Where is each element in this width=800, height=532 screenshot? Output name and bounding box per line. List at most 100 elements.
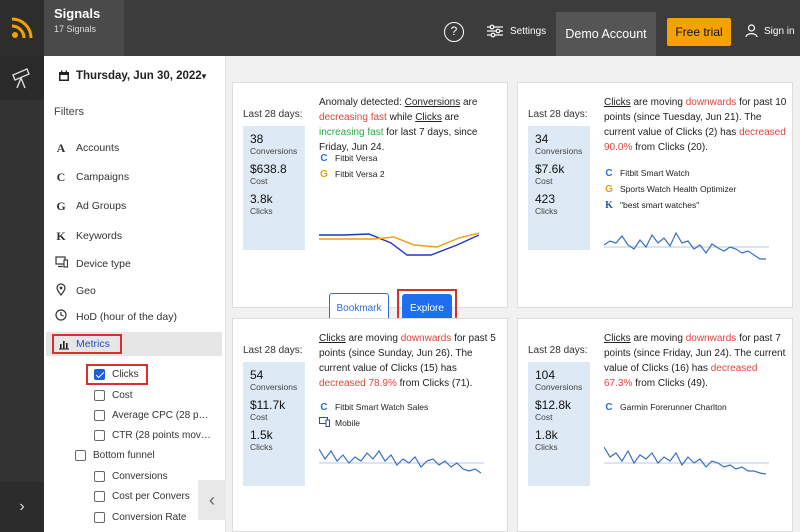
desc-text: from Clicks (49).	[632, 378, 708, 389]
trend-decrease: decreasing fast	[319, 112, 387, 123]
filter-device-type[interactable]: Device type	[54, 255, 131, 273]
filters-sidebar: Thursday, Jun 30, 2022 ▼ Filters A Accou…	[44, 56, 226, 532]
desc-text: are	[441, 112, 460, 123]
desc-text: for past 10 points (since Tuesday, Jun 2…	[604, 97, 787, 138]
collapse-sidebar-chevron-icon[interactable]: ‹	[198, 480, 226, 520]
filter-accounts[interactable]: A Accounts	[54, 139, 120, 157]
signal-card-clicks-1[interactable]: Last 28 days: 34 Conversions $7.6k Cost …	[517, 82, 793, 308]
sign-in-button[interactable]: Sign in	[745, 24, 795, 38]
clicks-sparkline	[604, 446, 769, 475]
metric-ctr[interactable]: CTR (28 points mov…	[94, 427, 211, 443]
stat-value: 3.8k	[250, 192, 273, 206]
stats-panel: Last 28 days: 54 Conversions $11.7k Cost…	[243, 345, 305, 486]
signal-description: Clicks are moving downwards for past 5 p…	[319, 331, 505, 391]
brand-panel[interactable]: Signals 17 Signals	[44, 0, 124, 56]
telescope-icon[interactable]	[0, 56, 44, 100]
checkbox-checked-icon[interactable]	[94, 368, 105, 380]
checkbox-icon[interactable]	[94, 409, 105, 421]
bar-chart-icon	[59, 340, 69, 349]
change-value: decreased 78.9%	[319, 378, 397, 389]
campaign-item[interactable]: C Fitbit Smart Watch	[604, 165, 736, 181]
campaign-item[interactable]: G Fitbit Versa 2	[319, 166, 385, 182]
metric-link[interactable]: Clicks	[415, 112, 442, 123]
explore-button[interactable]: Explore	[402, 294, 452, 322]
metric-clicks[interactable]: Clicks	[94, 366, 139, 382]
expand-rail-chevron-icon[interactable]: ›	[0, 482, 44, 532]
metric-cost[interactable]: Cost	[94, 387, 133, 403]
stat-label: Cost	[535, 412, 553, 422]
campaign-item[interactable]: Mobile	[319, 415, 428, 431]
app-title: Signals	[54, 6, 101, 21]
signal-card-clicks-3[interactable]: Last 28 days: 104 Conversions $12.8k Cos…	[517, 318, 793, 532]
checkbox-icon[interactable]	[75, 449, 86, 461]
checkbox-icon[interactable]	[94, 470, 105, 482]
campaign-icon: C	[320, 401, 328, 413]
desc-text: Anomaly detected:	[319, 97, 405, 108]
change-value: decreased 67.3%	[604, 363, 758, 389]
signal-card-clicks-2[interactable]: Last 28 days: 54 Conversions $11.7k Cost…	[232, 318, 508, 532]
filter-hod[interactable]: HoD (hour of the day)	[54, 308, 177, 326]
campaign-icon: C	[605, 401, 613, 413]
period-label: Last 28 days:	[528, 109, 588, 120]
metric-cost-per-conversion[interactable]: Cost per Convers	[94, 488, 190, 504]
checkbox-icon[interactable]	[94, 429, 105, 441]
date-picker[interactable]: Thursday, Jun 30, 2022	[58, 70, 202, 82]
device-icon	[54, 256, 68, 272]
stats-panel: Last 28 days: 34 Conversions $7.6k Cost …	[528, 109, 590, 250]
filter-keywords[interactable]: K Keywords	[54, 227, 122, 245]
campaign-item[interactable]: K "best smart watches"	[604, 197, 736, 213]
campaign-list: C Fitbit Versa G Fitbit Versa 2	[319, 150, 385, 182]
clicks-sparkline	[319, 448, 484, 474]
filter-campaigns[interactable]: C Campaigns	[54, 168, 129, 186]
metric-conversions[interactable]: Conversions	[94, 468, 168, 484]
account-button[interactable]: Demo Account	[556, 12, 656, 56]
campaign-item[interactable]: C Garmin Forerunner Charlton	[604, 399, 726, 415]
campaign-name: "best smart watches"	[620, 200, 700, 210]
settings-button[interactable]: Settings	[487, 24, 546, 38]
filter-label: Keywords	[76, 230, 123, 242]
metric-link[interactable]: Clicks	[319, 333, 346, 344]
stat-label: Clicks	[250, 206, 273, 216]
caret-down-icon[interactable]: ▼	[200, 72, 208, 81]
metric-conversion-rate[interactable]: Conversion Rate	[94, 509, 186, 525]
signals-feed: Last 28 days: 38 Conversions $638.8 Cost…	[226, 56, 800, 532]
campaign-item[interactable]: C Fitbit Versa	[319, 150, 385, 166]
trend-decrease: downwards	[685, 333, 737, 344]
stat-value: $12.8k	[535, 398, 572, 412]
filter-label: Device type	[76, 258, 131, 270]
checkbox-icon[interactable]	[94, 389, 105, 401]
rss-logo-icon[interactable]	[0, 0, 44, 56]
bottom-funnel-group[interactable]: Bottom funnel	[75, 447, 155, 463]
desc-text: from Clicks (20).	[632, 142, 708, 153]
stat-value: $11.7k	[250, 398, 286, 412]
top-bar: Signals 17 Signals ? Settings Demo Accou…	[0, 0, 800, 56]
clicks-sparkline	[604, 231, 769, 260]
checkbox-icon[interactable]	[94, 511, 105, 523]
checkbox-icon[interactable]	[94, 490, 105, 502]
stat-label: Conversions	[535, 146, 583, 156]
help-button[interactable]: ?	[444, 22, 464, 42]
accounts-icon: A	[56, 140, 66, 155]
stats-box: 104 Conversions $12.8k Cost 1.8k Clicks	[528, 362, 590, 486]
campaign-list: C Garmin Forerunner Charlton	[604, 399, 726, 415]
metric-link[interactable]: Conversions	[404, 97, 461, 108]
campaign-item[interactable]: C Fitbit Smart Watch Sales	[319, 399, 428, 415]
keywords-icon: K	[56, 228, 66, 243]
free-trial-button[interactable]: Free trial	[667, 18, 731, 46]
metric-link[interactable]: Clicks	[604, 333, 631, 344]
campaign-icon: C	[320, 152, 328, 164]
stats-panel: Last 28 days: 38 Conversions $638.8 Cost…	[243, 109, 305, 250]
signal-description: Anomaly detected: Conversions are decrea…	[319, 95, 505, 155]
filter-ad-groups[interactable]: G Ad Groups	[54, 197, 126, 215]
filter-geo[interactable]: Geo	[54, 282, 96, 300]
metric-label: Conversions	[112, 470, 168, 482]
campaign-item[interactable]: G Sports Watch Health Optimizer	[604, 181, 736, 197]
signal-card-anomaly[interactable]: Last 28 days: 38 Conversions $638.8 Cost…	[232, 82, 508, 327]
metric-link[interactable]: Clicks	[604, 97, 631, 108]
ad-group-icon: G	[320, 168, 328, 180]
metrics-filter[interactable]: Metrics	[52, 334, 122, 354]
signal-description: Clicks are moving downwards for past 10 …	[604, 95, 788, 155]
metric-avg-cpc[interactable]: Average CPC (28 p…	[94, 407, 209, 423]
period-label: Last 28 days:	[243, 109, 303, 120]
stat-label: Clicks	[250, 442, 273, 452]
